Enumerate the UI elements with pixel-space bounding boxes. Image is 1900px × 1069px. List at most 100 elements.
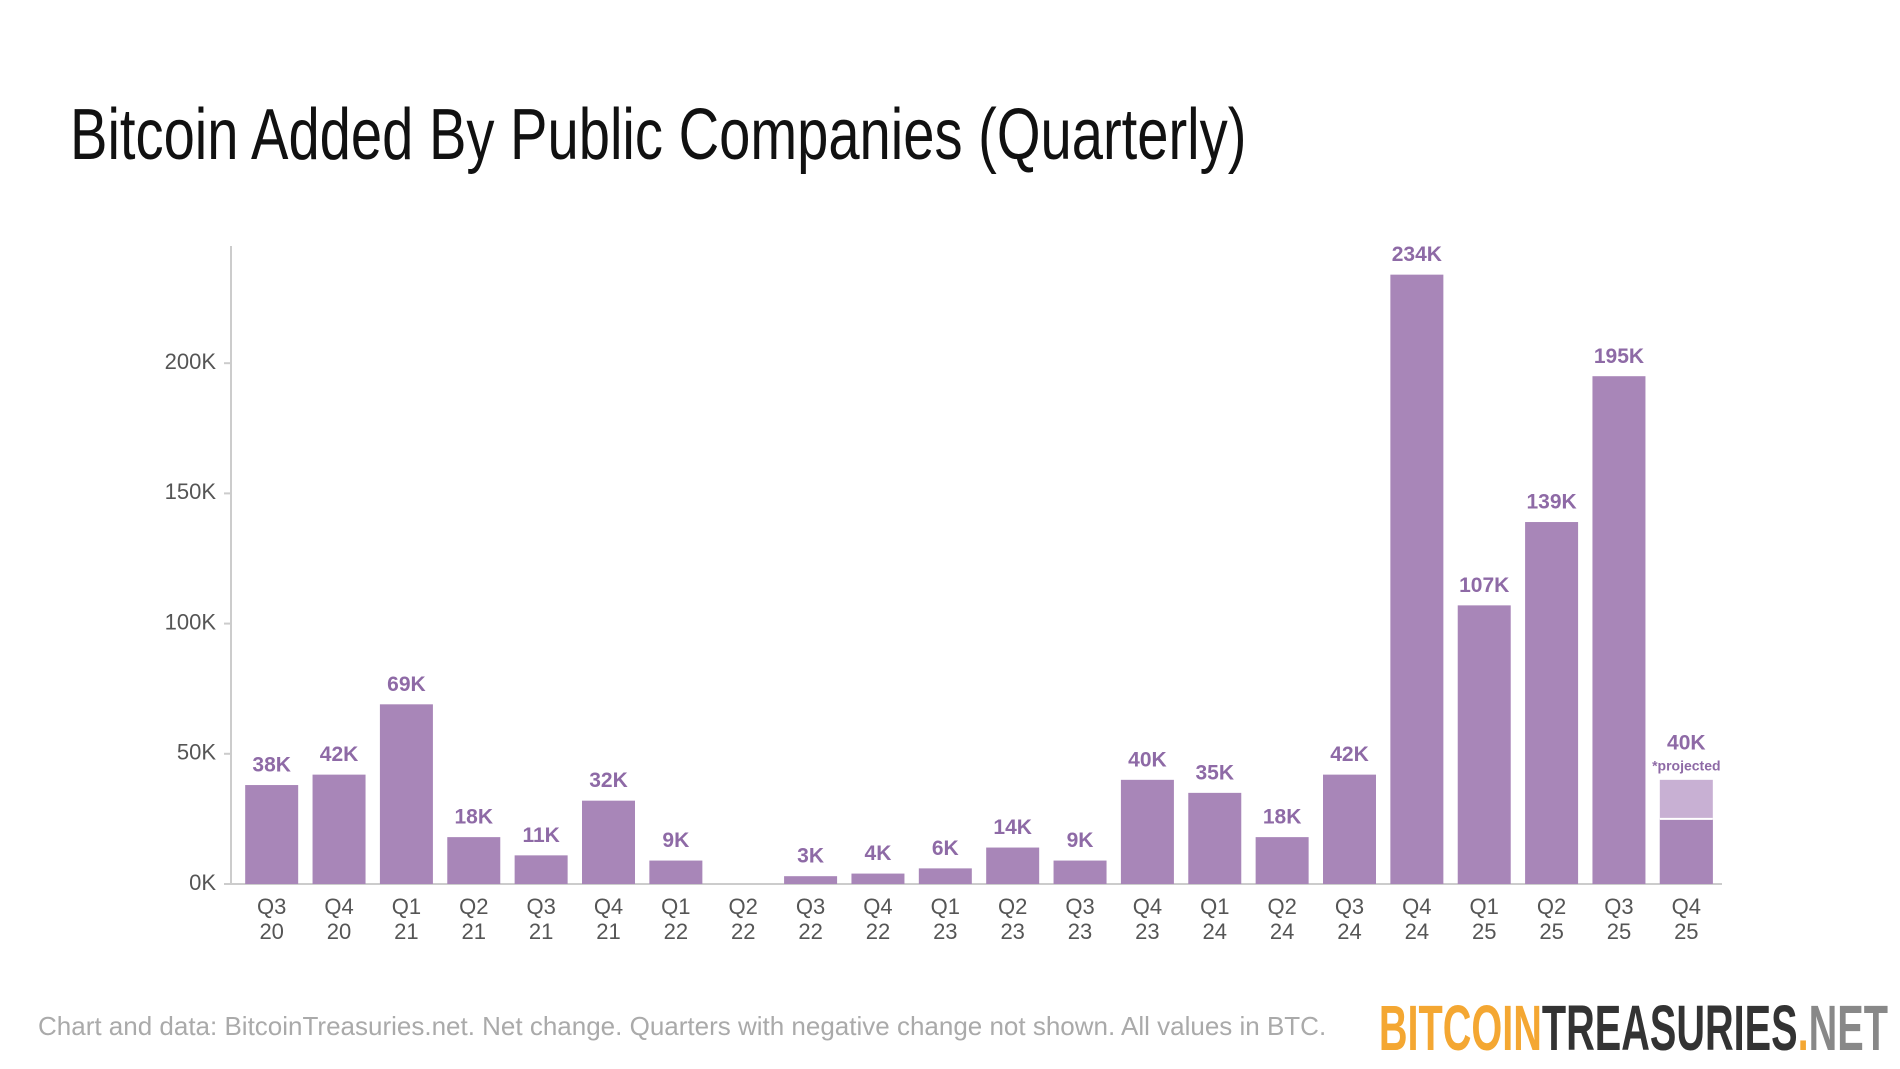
bar — [1053, 860, 1107, 884]
bar — [1120, 779, 1174, 884]
value-label: 107K — [1459, 574, 1509, 597]
x-tick-label: Q3 25 — [1604, 894, 1633, 944]
value-label: 14K — [993, 816, 1032, 839]
bar — [312, 774, 366, 884]
bar — [918, 868, 972, 884]
x-tick-label-line: 23 — [1000, 919, 1024, 944]
bar — [582, 800, 635, 884]
y-tick-label: 150K — [165, 479, 217, 504]
x-tick-label-line: Q4 — [594, 894, 623, 919]
x-tick-label-line: 21 — [596, 919, 620, 944]
logo-part: BITCOIN — [1379, 993, 1542, 1064]
x-tick-label-line: Q1 — [392, 894, 421, 919]
x-tick-label-line: 22 — [664, 919, 688, 944]
x-tick-label: Q2 25 — [1537, 894, 1566, 944]
x-tick-label: Q4 22 — [863, 894, 892, 944]
bar — [851, 873, 905, 884]
x-tick-label: Q2 22 — [729, 894, 758, 944]
x-tick-label-line: Q4 — [1133, 894, 1162, 919]
x-tick-label-line: 24 — [1337, 919, 1361, 944]
bar — [1188, 792, 1242, 884]
value-label: 42K — [1330, 743, 1369, 766]
x-tick-label: Q1 22 — [661, 894, 690, 944]
value-label: 40K — [1128, 748, 1167, 771]
x-tick-label: Q4 23 — [1133, 894, 1162, 944]
x-tick-label-line: 21 — [529, 919, 553, 944]
x-tick-label-line: Q3 — [257, 894, 286, 919]
x-tick-label-line: 25 — [1607, 919, 1631, 944]
value-label: 40K — [1667, 731, 1706, 754]
x-tick-label: Q4 20 — [324, 894, 353, 944]
logo: BITCOINTREASURIES.NET — [1379, 993, 1888, 1064]
value-label: 6K — [932, 837, 959, 860]
bar — [514, 855, 568, 884]
x-tick-label-line: 25 — [1674, 919, 1698, 944]
x-tick-label-line: Q3 — [526, 894, 555, 919]
bar — [784, 876, 838, 884]
x-tick-label-line: 20 — [327, 919, 351, 944]
x-tick-label-line: 22 — [866, 919, 890, 944]
y-tick-label: 50K — [177, 740, 216, 765]
bar — [1255, 837, 1309, 884]
x-tick-label: Q3 23 — [1065, 894, 1094, 944]
value-label: 18K — [1263, 806, 1302, 829]
x-tick-label-line: Q1 — [931, 894, 960, 919]
x-tick-label: Q1 21 — [392, 894, 421, 944]
x-tick-label-line: 23 — [1135, 919, 1159, 944]
x-tick-label-line: Q1 — [661, 894, 690, 919]
x-tick-label-line: Q2 — [1537, 894, 1566, 919]
x-tick-label: Q4 25 — [1672, 894, 1701, 944]
x-tick-label-line: Q3 — [1065, 894, 1094, 919]
x-tick-label-line: 21 — [462, 919, 486, 944]
x-tick-label: Q3 24 — [1335, 894, 1364, 944]
x-tick-label-line: 24 — [1270, 919, 1294, 944]
bar — [245, 785, 299, 884]
x-tick-label-line: Q3 — [1335, 894, 1364, 919]
x-tick-label: Q4 24 — [1402, 894, 1431, 944]
x-tick-label-line: Q4 — [863, 894, 892, 919]
value-label: 9K — [662, 829, 689, 852]
x-tick-label-line: 24 — [1203, 919, 1227, 944]
bar — [1390, 274, 1444, 884]
value-label: 69K — [387, 673, 426, 696]
x-tick-label: Q4 21 — [594, 894, 623, 944]
bar — [447, 837, 501, 884]
x-tick-label-line: 22 — [798, 919, 822, 944]
bar — [1525, 522, 1579, 884]
bar — [1457, 605, 1511, 884]
value-label: 35K — [1196, 761, 1235, 784]
x-tick-label: Q3 22 — [796, 894, 825, 944]
value-label: 139K — [1526, 491, 1576, 514]
x-tick-label: Q2 21 — [459, 894, 488, 944]
logo-part: TREASURIES — [1542, 993, 1798, 1064]
bar — [379, 704, 433, 884]
footnote: Chart and data: BitcoinTreasuries.net. N… — [38, 1011, 1326, 1041]
x-tick-label-line: Q1 — [1200, 894, 1229, 919]
x-tick-label: Q1 24 — [1200, 894, 1229, 944]
y-tick-label: 0K — [189, 870, 216, 895]
bar — [986, 847, 1040, 884]
x-tick-label: Q3 20 — [257, 894, 286, 944]
chart-title: Bitcoin Added By Public Companies (Quart… — [70, 94, 1246, 174]
x-tick-label-line: Q2 — [998, 894, 1027, 919]
x-tick-label-line: 24 — [1405, 919, 1429, 944]
value-label: 18K — [455, 806, 494, 829]
value-label: 38K — [252, 754, 291, 777]
x-tick-label-line: Q3 — [1604, 894, 1633, 919]
bar — [649, 860, 703, 884]
x-tick-label: Q2 23 — [998, 894, 1027, 944]
x-tick-label-line: 22 — [731, 919, 755, 944]
y-tick-label: 100K — [165, 609, 217, 634]
x-tick-label-line: Q2 — [459, 894, 488, 919]
x-tick-label-line: Q2 — [729, 894, 758, 919]
logo-part: . — [1798, 993, 1809, 1064]
bar — [1659, 818, 1713, 884]
x-tick-label-line: 25 — [1472, 919, 1496, 944]
value-label: 11K — [522, 824, 559, 847]
bar — [1592, 376, 1646, 884]
x-tick-label-line: 20 — [259, 919, 283, 944]
value-label: 32K — [589, 769, 628, 792]
x-tick-label-line: 23 — [1068, 919, 1092, 944]
x-tick-label-line: Q4 — [324, 894, 353, 919]
x-tick-label: Q2 24 — [1267, 894, 1296, 944]
